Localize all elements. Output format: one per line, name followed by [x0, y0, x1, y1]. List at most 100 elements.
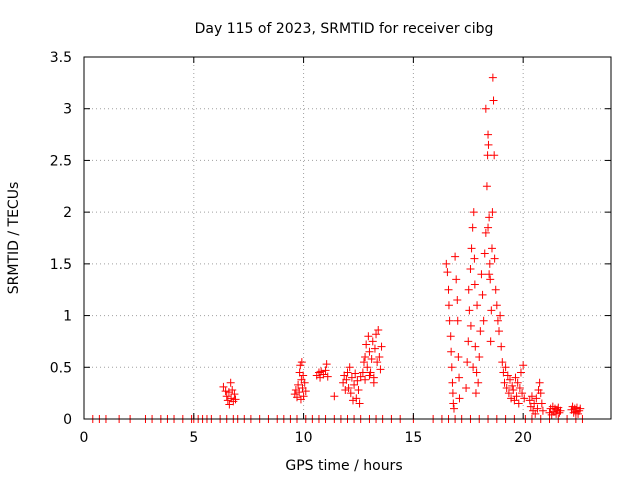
data-point	[355, 399, 364, 408]
data-point	[532, 394, 541, 403]
data-point	[291, 386, 300, 395]
data-point	[453, 316, 462, 325]
y-tick-label: 0.5	[50, 360, 72, 376]
data-point	[358, 368, 367, 377]
data-point	[488, 73, 497, 82]
data-point	[365, 347, 374, 356]
data-point	[354, 386, 363, 395]
data-point	[466, 321, 475, 330]
data-point	[322, 360, 331, 369]
data-points	[88, 73, 587, 423]
data-point	[341, 386, 350, 395]
data-point	[508, 381, 517, 390]
data-point	[472, 368, 481, 377]
data-point	[361, 352, 370, 361]
data-point	[515, 383, 524, 392]
data-point	[447, 363, 456, 372]
data-point	[485, 259, 494, 268]
data-point	[505, 375, 514, 384]
data-point	[223, 396, 232, 405]
data-point	[368, 337, 377, 346]
data-point	[346, 389, 355, 398]
data-point	[492, 301, 501, 310]
data-point	[516, 368, 525, 377]
data-point	[474, 378, 483, 387]
data-point	[300, 378, 309, 387]
data-point	[323, 372, 332, 381]
data-point	[481, 104, 490, 113]
y-tick-label: 2.5	[50, 153, 72, 169]
data-point	[482, 182, 491, 191]
data-point	[479, 316, 488, 325]
y-tick-label: 3.5	[50, 50, 72, 66]
data-point	[321, 366, 330, 375]
data-point	[222, 392, 231, 401]
data-point	[512, 392, 521, 401]
data-point	[448, 378, 457, 387]
data-point	[491, 285, 500, 294]
data-point	[556, 406, 565, 415]
data-point	[221, 387, 230, 396]
y-tick-label: 1.5	[50, 257, 72, 273]
data-point	[365, 371, 374, 380]
data-point	[348, 396, 357, 405]
data-point	[525, 396, 534, 405]
data-point	[499, 368, 508, 377]
data-point	[520, 394, 529, 403]
data-point	[475, 352, 484, 361]
data-point	[448, 389, 457, 398]
data-point	[555, 408, 564, 417]
data-point	[362, 340, 371, 349]
data-point	[367, 355, 376, 364]
data-point	[294, 380, 303, 389]
data-point	[500, 378, 509, 387]
x-tick-label: 20	[514, 430, 532, 446]
data-point	[454, 352, 463, 361]
data-point	[576, 404, 585, 413]
data-point	[490, 151, 499, 160]
y-tick-label: 2	[63, 205, 72, 221]
data-point	[219, 382, 228, 391]
data-point	[487, 306, 496, 315]
data-point	[509, 386, 518, 395]
data-point	[473, 301, 482, 310]
data-point	[552, 409, 561, 418]
data-point	[531, 409, 540, 418]
data-point	[462, 383, 471, 392]
plot-frame	[83, 56, 612, 420]
data-point	[463, 358, 472, 367]
grid-lines	[84, 57, 611, 419]
data-point	[464, 285, 473, 294]
data-point	[455, 373, 464, 382]
data-point	[575, 406, 584, 415]
data-point	[502, 383, 511, 392]
data-point	[352, 394, 361, 403]
data-point	[297, 358, 306, 367]
data-point	[489, 96, 498, 105]
data-point	[375, 352, 384, 361]
x-tick-label: 0	[80, 430, 89, 446]
data-point	[470, 254, 479, 263]
data-point	[465, 306, 474, 315]
data-point	[503, 371, 512, 380]
data-point	[224, 388, 233, 397]
data-point	[484, 130, 493, 139]
x-axis-label: GPS time / hours	[285, 458, 402, 474]
data-point	[359, 358, 368, 367]
data-point	[514, 399, 523, 408]
axis-ticks: 0 5 10 15 20 0 0.5 1 1.5 2 2.5 3 3.5	[50, 50, 611, 446]
data-point	[488, 208, 497, 217]
data-point	[373, 358, 382, 367]
data-point	[536, 389, 545, 398]
data-point	[466, 265, 475, 274]
data-point	[469, 363, 478, 372]
data-point	[497, 342, 506, 351]
data-point	[471, 389, 480, 398]
data-point	[507, 394, 516, 403]
data-point	[228, 386, 237, 395]
data-point	[451, 252, 460, 261]
data-point	[449, 404, 458, 413]
data-point	[226, 378, 235, 387]
data-point	[356, 372, 365, 381]
